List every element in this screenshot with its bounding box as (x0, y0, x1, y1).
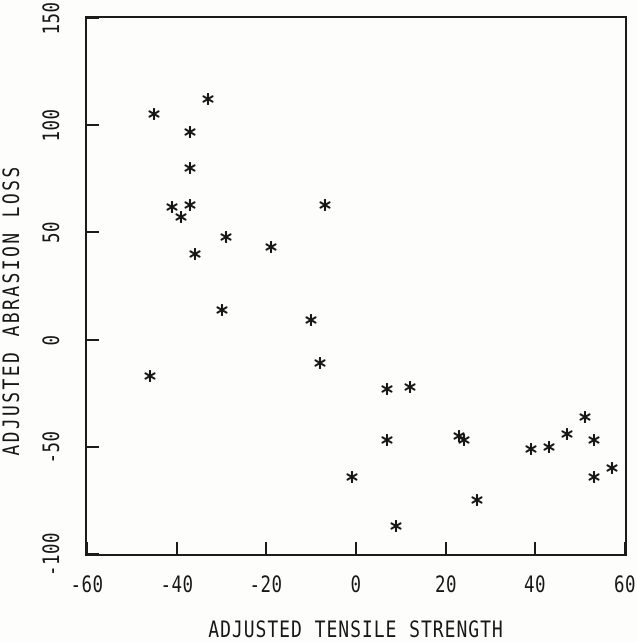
x-tick-label: -60 (70, 572, 104, 598)
asterisk-icon (202, 93, 214, 106)
asterisk-icon (471, 494, 483, 507)
asterisk-icon (345, 470, 358, 483)
asterisk-icon (175, 211, 187, 224)
asterisk-icon (319, 198, 331, 211)
data-point-marker (381, 434, 393, 447)
y-tick-label: 0 (39, 334, 65, 346)
x-axis-tick (86, 542, 88, 554)
data-point-marker (561, 427, 573, 440)
asterisk-icon (215, 303, 228, 316)
y-tick-label: 100 (39, 108, 65, 142)
asterisk-icon (588, 470, 600, 483)
asterisk-icon (458, 434, 470, 447)
x-axis-tick (175, 542, 178, 554)
y-axis-title: ADJUSTED ABRASION LOSS (0, 164, 25, 456)
asterisk-icon (184, 198, 196, 211)
data-point-marker (453, 430, 465, 443)
data-point-marker (305, 314, 317, 327)
data-point-marker (175, 211, 187, 224)
data-point-marker (144, 370, 156, 383)
x-tick-label: 20 (434, 572, 457, 598)
asterisk-icon (189, 247, 201, 260)
data-point-marker (220, 230, 232, 243)
x-axis-title: ADJUSTED TENSILE STRENGTH (208, 617, 504, 642)
data-point-marker (605, 462, 618, 475)
y-axis-tick (87, 124, 99, 127)
y-tick-label: 150 (39, 1, 65, 35)
x-axis-tick (265, 542, 268, 554)
data-point-marker (543, 440, 555, 453)
y-axis-tick (87, 231, 99, 234)
x-axis-tick (444, 542, 447, 554)
asterisk-icon (314, 357, 326, 370)
asterisk-icon (305, 314, 317, 327)
x-axis-tick (534, 542, 537, 554)
asterisk-icon (579, 410, 591, 423)
asterisk-icon (220, 230, 232, 243)
data-point-marker (265, 241, 277, 254)
data-point-marker (390, 520, 402, 533)
asterisk-icon (543, 440, 555, 453)
y-axis-tick (87, 338, 99, 341)
data-point-marker (314, 357, 326, 370)
data-point-marker (458, 434, 470, 447)
y-axis-tick (87, 17, 99, 19)
data-point-marker (525, 442, 537, 455)
x-axis-tick (355, 542, 357, 554)
asterisk-icon (561, 427, 573, 440)
data-point-marker (148, 108, 160, 121)
data-point-marker (319, 198, 331, 211)
data-point-marker (184, 162, 196, 175)
data-point-marker (579, 410, 591, 423)
data-point-marker (345, 470, 358, 483)
y-tick-label: -100 (39, 532, 65, 576)
data-point-marker (588, 434, 600, 447)
plot-area (85, 16, 627, 556)
y-axis-tick (87, 553, 99, 555)
asterisk-icon (166, 200, 178, 213)
data-point-marker (184, 125, 196, 138)
asterisk-icon (265, 241, 277, 254)
asterisk-icon (453, 430, 465, 443)
asterisk-icon (381, 434, 393, 447)
data-point-marker (588, 470, 600, 483)
asterisk-icon (605, 462, 618, 475)
x-tick-label: 60 (614, 572, 636, 598)
data-point-marker (381, 382, 393, 395)
asterisk-icon (381, 382, 393, 395)
data-point-marker (184, 198, 196, 211)
x-tick-label: -40 (160, 572, 194, 598)
x-tick-label: -20 (249, 572, 283, 598)
asterisk-icon (525, 442, 537, 455)
data-point-marker (471, 494, 483, 507)
asterisk-icon (404, 380, 416, 393)
data-point-marker (215, 303, 228, 316)
x-tick-label: 40 (524, 572, 547, 598)
data-point-marker (166, 200, 178, 213)
asterisk-icon (148, 108, 160, 121)
asterisk-icon (184, 162, 196, 175)
y-axis-tick (87, 445, 99, 448)
asterisk-icon (184, 125, 196, 138)
x-tick-label: 0 (350, 572, 362, 598)
asterisk-icon (588, 434, 600, 447)
data-point-marker (189, 247, 201, 260)
y-tick-label: -50 (39, 430, 65, 464)
data-point-marker (202, 93, 214, 106)
asterisk-icon (390, 520, 402, 533)
x-axis-tick (624, 542, 626, 554)
y-tick-label: 50 (39, 221, 65, 244)
asterisk-icon (144, 370, 156, 383)
data-point-marker (404, 380, 416, 393)
